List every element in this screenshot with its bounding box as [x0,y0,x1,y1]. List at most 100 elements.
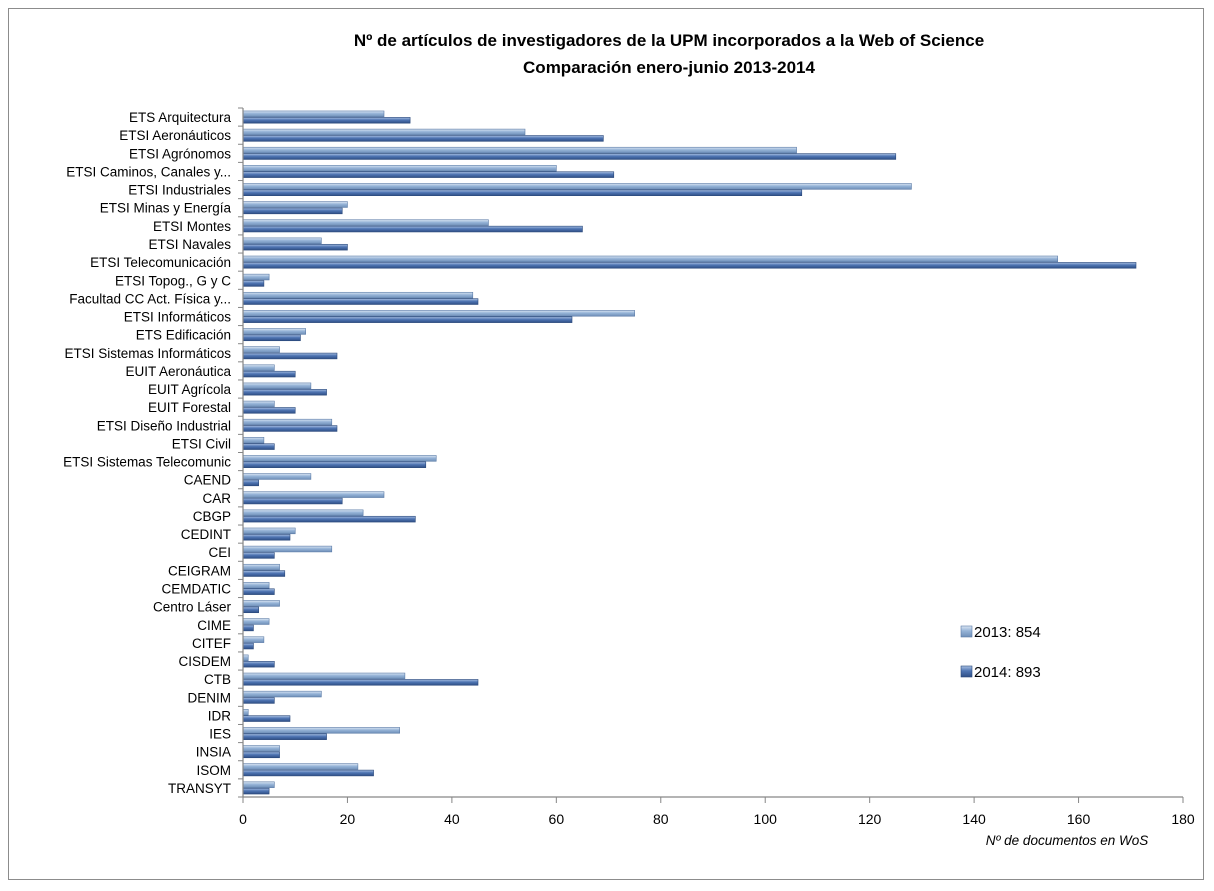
category-label: ETSI Navales [148,237,231,252]
bar-2014-31 [242,679,479,686]
bar-2013-26 [242,582,270,589]
bar-2014-13 [242,352,338,360]
bar-2013-8 [242,255,1058,263]
bar-2013-19 [242,455,437,462]
bar-2014-25 [242,570,286,577]
category-label: EUIT Aeronáutica [125,364,231,379]
bar-2013-36 [242,763,359,770]
category-label: ETSI Telecomunicación [90,255,231,270]
bar-2013-0 [242,110,385,118]
category-label: ETS Arquitectura [129,110,232,125]
category-label: CTB [204,672,231,687]
bar-2014-6 [242,225,583,233]
bar-2014-11 [242,316,573,323]
category-label: ETSI Sistemas Telecomunic [63,455,231,470]
bar-2014-36 [242,769,374,777]
bar-2014-7 [242,243,348,251]
chart-subtitle: Comparación enero-junio 2013-2014 [523,58,815,77]
bar-2014-4 [242,189,803,196]
bar-2014-5 [242,207,343,215]
category-label: EUIT Agrícola [148,382,232,397]
category-label: ETSI Informáticos [124,310,232,325]
bar-2014-18 [242,443,275,450]
bar-2014-27 [242,606,259,614]
category-label: Facultad CC Act. Física y... [69,291,231,306]
chart-frame: Nº de artículos de investigadores de la … [8,8,1204,880]
bar-2013-34 [242,727,400,734]
bar-2014-8 [242,262,1137,269]
category-label: EUIT Forestal [148,400,231,415]
category-label: CISDEM [178,654,231,669]
bar-2014-3 [242,171,615,178]
x-tick-label: 120 [858,811,882,827]
bar-2013-5 [242,201,348,208]
x-tick-label: 160 [1067,811,1091,827]
x-tick-label: 60 [549,811,565,827]
category-label: ETS Edificación [136,328,231,343]
legend-label-2013: 2013: 854 [974,624,1041,641]
bar-2014-17 [242,425,338,432]
bar-2013-23 [242,527,296,535]
bar-2013-20 [242,473,312,480]
x-tick-label: 100 [754,811,778,827]
bar-2014-21 [242,497,343,505]
bar-2014-23 [242,534,291,541]
bar-2014-16 [242,407,296,414]
bar-2013-17 [242,418,333,426]
bar-2014-2 [242,153,897,160]
bar-2013-11 [242,310,635,317]
bar-2013-29 [242,636,265,643]
bar-2013-4 [242,183,912,190]
bar-2014-20 [242,479,259,487]
legend-swatch-2014 [960,665,973,678]
x-tick-label: 140 [962,811,986,827]
bar-2013-7 [242,237,322,244]
x-tick-label: 180 [1171,811,1195,827]
category-label: ETSI Sistemas Informáticos [64,346,231,361]
bar-2013-16 [242,400,275,408]
legend-swatch-2013 [960,625,973,638]
category-label: DENIM [188,690,232,705]
category-label: ETSI Montes [153,219,231,234]
bar-2014-12 [242,334,301,342]
bar-2014-32 [242,697,275,704]
x-tick-label: 0 [239,811,247,827]
bar-2014-28 [242,624,254,632]
x-tick-label: 40 [444,811,460,827]
bar-2014-24 [242,552,275,559]
bar-2013-21 [242,491,385,498]
bar-2013-28 [242,618,270,625]
legend: 2013: 854 2014: 893 [960,624,1041,681]
bar-2014-22 [242,515,416,523]
bar-2013-6 [242,219,489,226]
category-label: ETSI Aeronáuticos [119,128,231,143]
legend-label-2014: 2014: 893 [974,664,1041,681]
bar-2014-35 [242,751,280,759]
bar-2013-14 [242,364,275,371]
category-label: CAEND [184,473,232,488]
bar-2013-1 [242,128,526,136]
bar-2013-31 [242,672,406,680]
category-label: CEMDATIC [162,581,232,596]
bar-chart: Nº de artículos de investigadores de la … [63,31,1195,848]
category-label: Centro Láser [153,600,232,615]
bar-2014-1 [242,135,604,142]
category-label: INSIA [196,745,231,760]
x-axis-title: Nº de documentos en WoS [986,833,1149,848]
bar-2013-10 [242,291,474,299]
category-label: CIME [197,618,231,633]
bar-2014-14 [242,370,296,378]
chart-title: Nº de artículos de investigadores de la … [354,31,984,50]
bar-2013-3 [242,165,557,172]
bar-2013-12 [242,328,306,335]
bar-2014-0 [242,117,411,124]
category-label: IES [209,727,231,742]
bar-2013-33 [242,709,249,716]
bar-2014-9 [242,280,265,287]
bar-2013-15 [242,382,312,390]
bar-2013-24 [242,545,333,553]
category-label: CEI [208,545,231,560]
bar-2013-2 [242,146,797,154]
category-label: ETSI Diseño Industrial [97,418,231,433]
bar-2013-27 [242,600,280,607]
